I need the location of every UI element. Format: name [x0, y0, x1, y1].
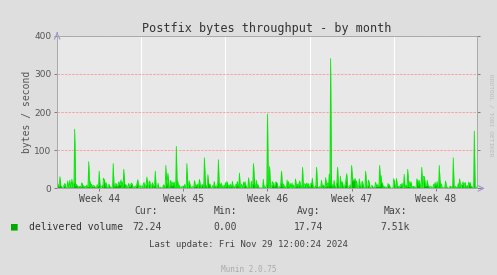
Text: Max:: Max:: [383, 206, 407, 216]
Text: 7.51k: 7.51k: [380, 222, 410, 232]
Text: Munin 2.0.75: Munin 2.0.75: [221, 265, 276, 274]
Text: Min:: Min:: [213, 206, 237, 216]
Text: Cur:: Cur:: [135, 206, 159, 216]
Text: delivered volume: delivered volume: [29, 222, 123, 232]
Text: 72.24: 72.24: [132, 222, 162, 232]
Text: ■: ■: [11, 222, 18, 232]
Text: Last update: Fri Nov 29 12:00:24 2024: Last update: Fri Nov 29 12:00:24 2024: [149, 240, 348, 249]
Y-axis label: bytes / second: bytes / second: [21, 71, 32, 153]
Text: RRDTOOL / TOBI OETIKER: RRDTOOL / TOBI OETIKER: [489, 74, 494, 157]
Title: Postfix bytes throughput - by month: Postfix bytes throughput - by month: [143, 21, 392, 35]
Text: 17.74: 17.74: [293, 222, 323, 232]
Text: Avg:: Avg:: [296, 206, 320, 216]
Text: 0.00: 0.00: [213, 222, 237, 232]
